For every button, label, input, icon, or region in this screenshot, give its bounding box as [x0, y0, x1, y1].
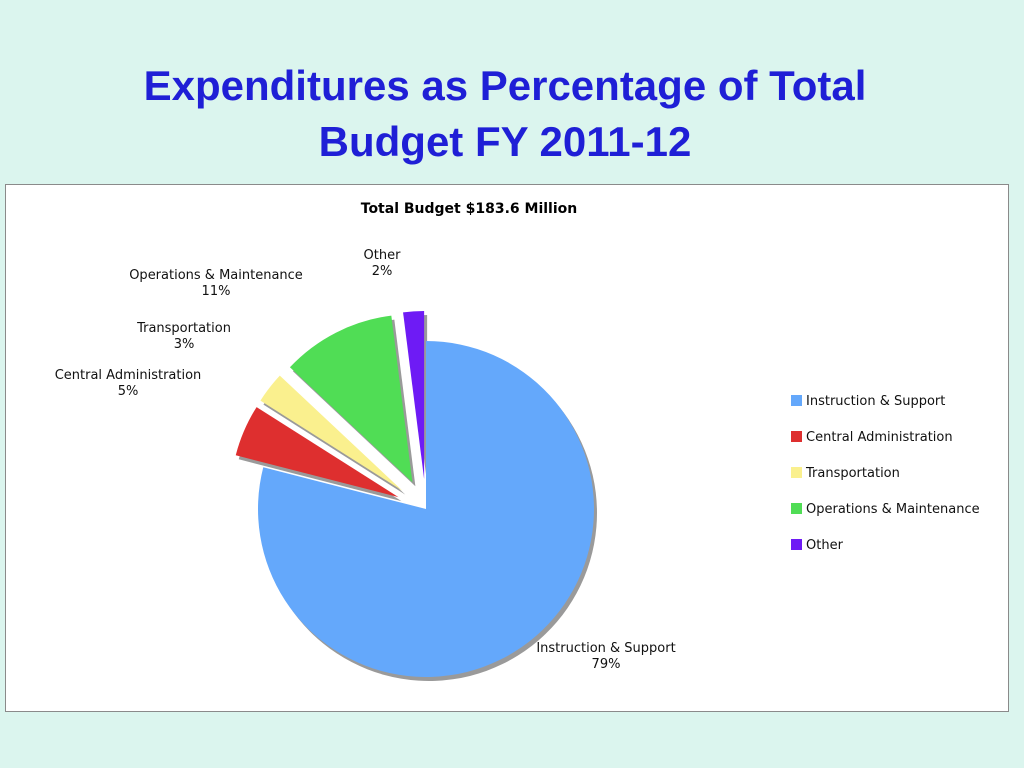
- legend-label-central-administration: Central Administration: [806, 430, 953, 445]
- legend-label-other: Other: [806, 538, 844, 553]
- slice-label-name-operations-and-maintenance: Operations & Maintenance: [129, 268, 303, 283]
- slice-label-name-transportation: Transportation: [136, 321, 231, 336]
- slice-label-value-operations-and-maintenance: 11%: [202, 284, 231, 299]
- slice-label-value-instruction-and-support: 79%: [592, 657, 621, 672]
- slice-central-administration: [235, 407, 399, 498]
- slice-transportation: [260, 375, 403, 491]
- legend-swatch-transportation: [791, 467, 802, 478]
- slice-label-value-other: 2%: [372, 264, 393, 279]
- slice-label-value-central-administration: 5%: [118, 384, 139, 399]
- slice-label-name-instruction-and-support: Instruction & Support: [536, 641, 675, 656]
- chart-frame: Total Budget $183.6 Million Instruction …: [5, 184, 1009, 712]
- legend-swatch-instruction-and-support: [791, 395, 802, 406]
- slice-label-name-central-administration: Central Administration: [55, 368, 202, 383]
- legend: Instruction & Support Central Administrat…: [791, 394, 980, 553]
- slice-other: [403, 311, 425, 480]
- legend-swatch-central-administration: [791, 431, 802, 442]
- slice-operations-and-maintenance: [289, 315, 413, 483]
- legend-label-transportation: Transportation: [805, 466, 900, 481]
- legend-label-operations-and-maintenance: Operations & Maintenance: [806, 502, 980, 517]
- legend-label-instruction-and-support: Instruction & Support: [806, 394, 945, 409]
- chart-title: Total Budget $183.6 Million: [361, 201, 577, 217]
- slice-label-name-other: Other: [364, 248, 402, 263]
- slide-title-line-2: Budget FY 2011-12: [318, 118, 692, 165]
- pie-chart: Total Budget $183.6 Million Instruction …: [55, 201, 980, 681]
- legend-swatch-operations-and-maintenance: [791, 503, 802, 514]
- slide-title-line-1: Expenditures as Percentage of Total: [143, 62, 867, 109]
- slice-label-value-transportation: 3%: [174, 337, 195, 352]
- legend-swatch-other: [791, 539, 802, 550]
- pie-slices: [235, 311, 595, 677]
- slice-instruction-and-support: [258, 341, 595, 677]
- slide-title: Expenditures as Percentage of Total Budg…: [0, 58, 1010, 170]
